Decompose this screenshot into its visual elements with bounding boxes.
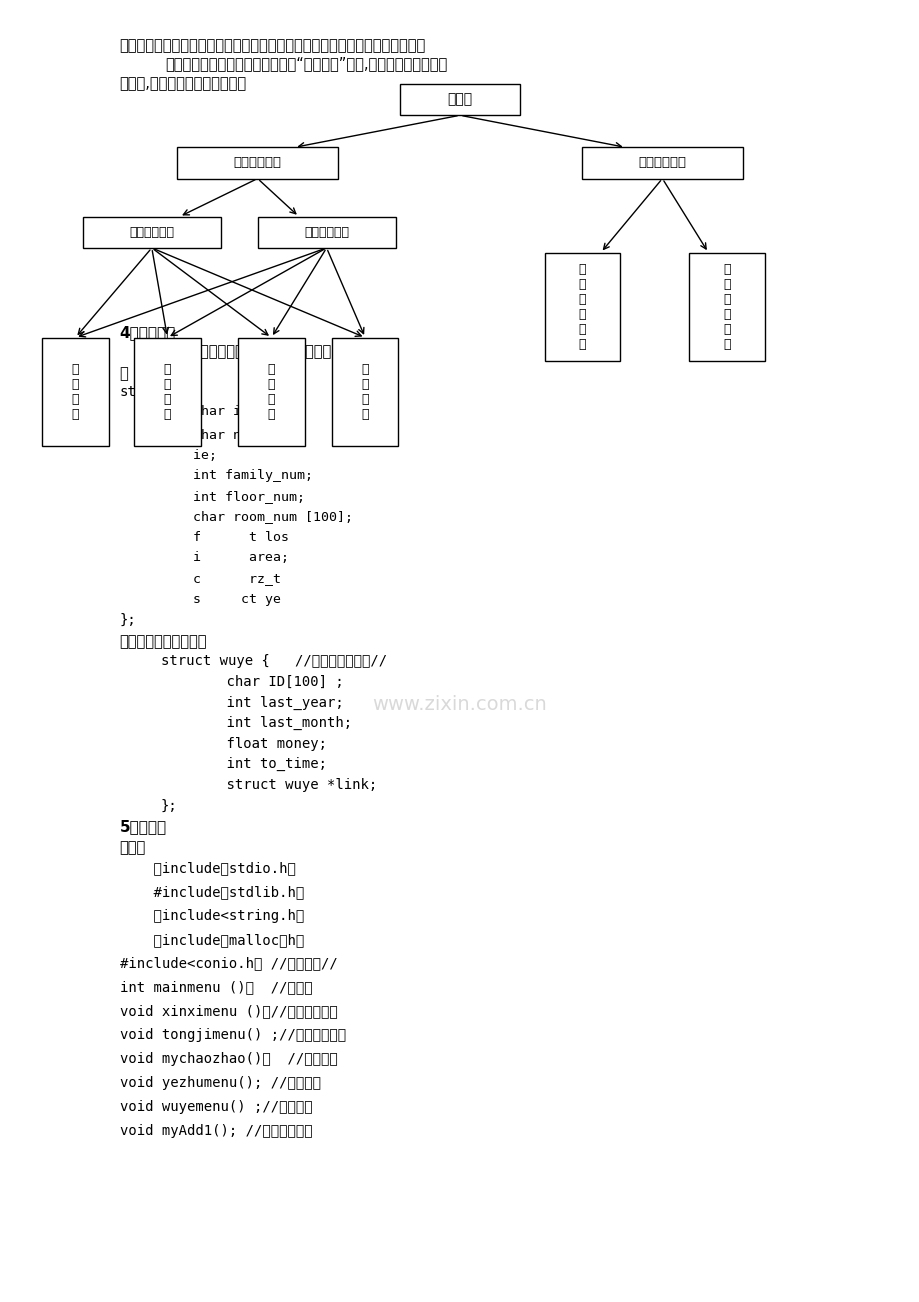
Bar <box>134 337 200 447</box>
Text: s     ct ye: s ct ye <box>161 592 280 605</box>
Text: float money;: float money; <box>193 737 327 751</box>
Text: i      area;: i area; <box>161 552 289 565</box>
Text: 物业收费信息结构体：: 物业收费信息结构体： <box>119 634 207 648</box>
Text: ie;: ie; <box>161 449 217 461</box>
Text: 业主信息管理: 业主信息管理 <box>130 225 174 238</box>
Text: struct wuye *link;: struct wuye *link; <box>193 777 377 792</box>
Text: char ID[100] ;: char ID[100] ; <box>193 674 344 689</box>
Text: 可以把住户信息、物业收费信息分别放在两个结构体内.: 可以把住户信息、物业收费信息分别放在两个结构体内. <box>165 345 380 359</box>
Text: void wuyemenu() ;//物业菜单: void wuyemenu() ;//物业菜单 <box>119 1100 312 1113</box>
Bar <box>42 337 108 447</box>
Bar <box>177 147 338 178</box>
Text: 5、源代码: 5、源代码 <box>119 819 166 835</box>
Text: 程序：: 程序： <box>119 840 146 854</box>
Text: ＃include〈stdio.h〉: ＃include〈stdio.h〉 <box>119 862 295 875</box>
Text: char room_num [100];: char room_num [100]; <box>161 510 353 523</box>
Text: };: }; <box>161 798 177 812</box>
Text: char id[100];: char id[100]; <box>161 405 297 418</box>
Text: str: str <box>119 384 144 398</box>
Bar <box>581 147 742 178</box>
Text: void mychaozhao()；  //欠费名单: void mychaozhao()； //欠费名单 <box>119 1052 337 1066</box>
Text: 信
息
删
除: 信 息 删 除 <box>361 363 369 421</box>
Bar <box>544 253 619 361</box>
Text: int floor_num;: int floor_num; <box>161 490 305 503</box>
Text: void tongjimenu() ;//统计查询菜单: void tongjimenu() ;//统计查询菜单 <box>119 1029 346 1042</box>
Bar <box>688 253 764 361</box>
Text: 住: 住 <box>119 366 129 381</box>
Bar <box>400 85 519 116</box>
Text: 整个管理系统可以设计为住户信息、物业收费信息的浏览、修改、增加等模块。: 整个管理系统可以设计为住户信息、物业收费信息的浏览、修改、增加等模块。 <box>119 38 425 53</box>
Text: 统计查询系统: 统计查询系统 <box>638 156 686 169</box>
Text: #include〈stdlib.h〉: #include〈stdlib.h〉 <box>119 885 303 900</box>
Text: #include<conio.h〉 //函数声明//: #include<conio.h〉 //函数声明// <box>119 957 337 971</box>
Text: www.zixin.com.cn: www.zixin.com.cn <box>372 695 547 713</box>
Text: struct wuye {   //物业信息结构体//: struct wuye { //物业信息结构体// <box>161 655 387 668</box>
Text: 4、数据结构: 4、数据结构 <box>119 326 176 340</box>
Text: ＃include〈malloc。h〉: ＃include〈malloc。h〉 <box>119 932 303 947</box>
Text: 主函数: 主函数 <box>447 92 472 107</box>
Text: 信
息
浏
览: 信 息 浏 览 <box>267 363 275 421</box>
Text: void xinximenu ()；//物业信息菜单: void xinximenu ()；//物业信息菜单 <box>119 1004 337 1018</box>
Text: ＃include<string.h〉: ＃include<string.h〉 <box>119 909 303 923</box>
Text: void myAdd1(); //录入业主信息: void myAdd1(); //录入业主信息 <box>119 1124 312 1138</box>
Text: int to_time;: int to_time; <box>193 758 327 772</box>
Text: int last_month;: int last_month; <box>193 716 352 730</box>
Text: f      t los: f t los <box>161 531 289 544</box>
Text: 依据程序的数据结构和功能，遵照“自顶向下”原则,采用基于函数的逐步: 依据程序的数据结构和功能，遵照“自顶向下”原则,采用基于函数的逐步 <box>165 56 448 72</box>
Text: int family_num;: int family_num; <box>161 469 312 482</box>
Text: };: }; <box>119 613 136 628</box>
Bar <box>332 337 398 447</box>
Text: c      rz_t: c rz_t <box>161 572 280 585</box>
Bar <box>238 337 304 447</box>
Text: 查
询
欠
费
名
单: 查 询 欠 费 名 单 <box>722 263 730 350</box>
Text: 收费信息管理: 收费信息管理 <box>304 225 348 238</box>
Text: 查
询
缴
费
信
息: 查 询 缴 费 信 息 <box>578 263 585 350</box>
Text: int last_year;: int last_year; <box>193 695 344 710</box>
Text: char name [: char name [ <box>161 428 280 441</box>
Text: 信
息
录
入: 信 息 录 入 <box>72 363 79 421</box>
Bar <box>83 216 221 247</box>
Text: 物业信息系统: 物业信息系统 <box>233 156 281 169</box>
Text: int mainmenu ()；  //主菜单: int mainmenu ()； //主菜单 <box>119 980 312 995</box>
Text: 信
息
修
改: 信 息 修 改 <box>164 363 171 421</box>
Text: void yezhumenu(); //业主菜单: void yezhumenu(); //业主菜单 <box>119 1075 320 1090</box>
Text: 求精法,描述该程序的层次结构：: 求精法,描述该程序的层次结构： <box>119 76 246 91</box>
Bar <box>257 216 395 247</box>
